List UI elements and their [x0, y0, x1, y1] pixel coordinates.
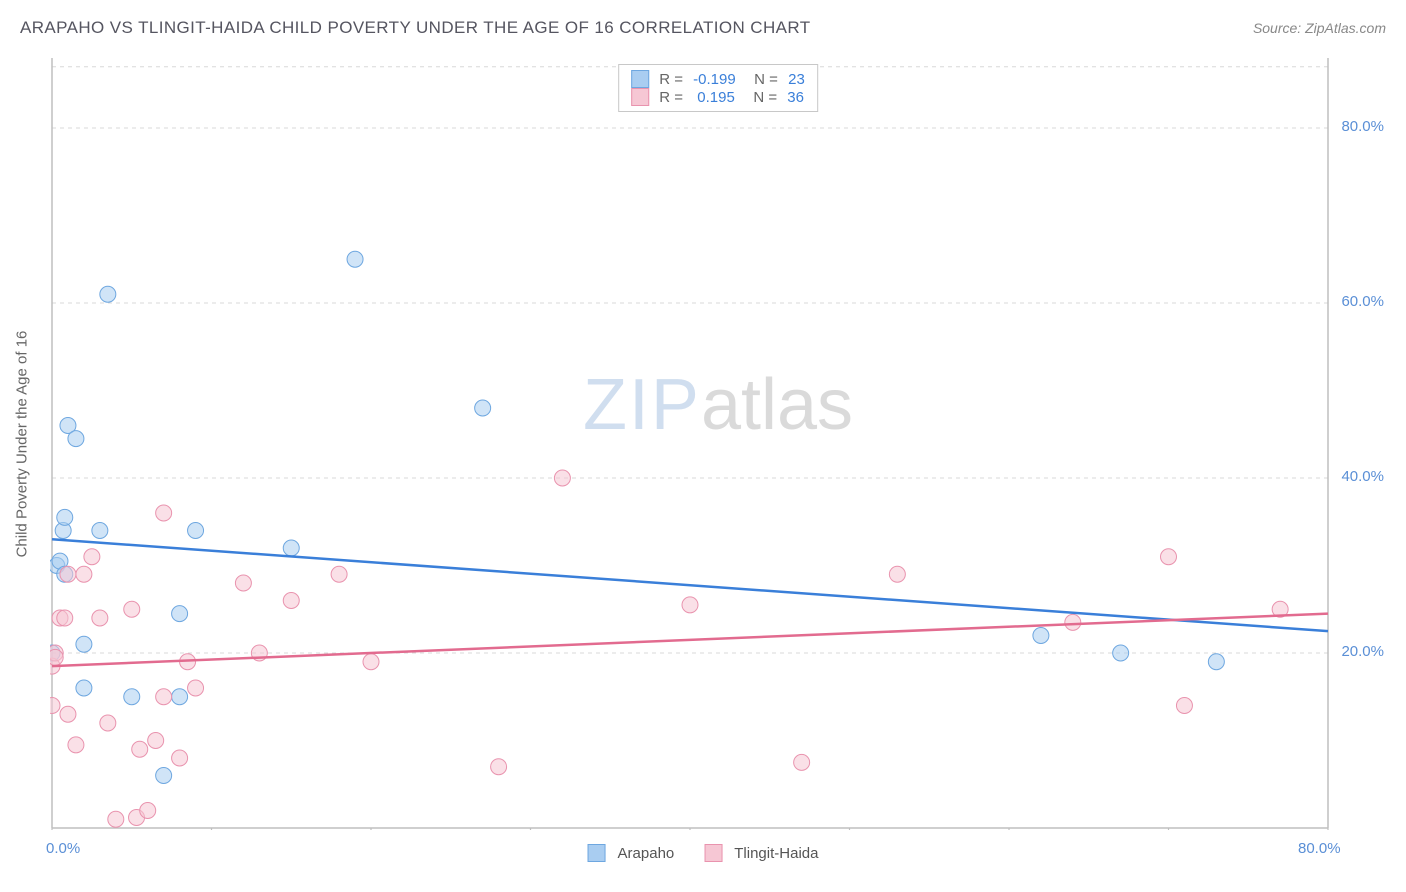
- legend-row: R = 0.195 N = 36: [631, 88, 805, 106]
- y-tick-label: 20.0%: [1341, 643, 1384, 660]
- legend-swatch: [704, 844, 722, 862]
- y-tick-label: 80.0%: [1341, 118, 1384, 135]
- legend-swatch: [588, 844, 606, 862]
- legend-n-value: 23: [788, 71, 805, 88]
- source-attribution: Source: ZipAtlas.com: [1253, 20, 1386, 36]
- series-legend-item: Tlingit-Haida: [704, 844, 818, 862]
- chart-area: Child Poverty Under the Age of 16 ZIPatl…: [50, 58, 1386, 830]
- legend-r-label: R =: [659, 89, 687, 106]
- correlation-legend: R = -0.199 N = 23R = 0.195 N = 36: [618, 64, 818, 112]
- x-tick-label: 80.0%: [1298, 840, 1341, 857]
- legend-r-value: 0.195: [693, 89, 735, 106]
- legend-n-value: 36: [787, 89, 804, 106]
- x-tick-label: 0.0%: [46, 840, 80, 857]
- series-name: Tlingit-Haida: [734, 845, 818, 862]
- legend-n-label: N =: [741, 89, 781, 106]
- legend-swatch: [631, 70, 649, 88]
- legend-row: R = -0.199 N = 23: [631, 70, 805, 88]
- y-tick-label: 40.0%: [1341, 468, 1384, 485]
- legend-swatch: [631, 88, 649, 106]
- y-tick-label: 60.0%: [1341, 293, 1384, 310]
- legend-n-label: N =: [742, 71, 782, 88]
- chart-title: ARAPAHO VS TLINGIT-HAIDA CHILD POVERTY U…: [20, 18, 811, 38]
- y-axis-label: Child Poverty Under the Age of 16: [14, 331, 31, 558]
- series-legend-item: Arapaho: [588, 844, 675, 862]
- scatter-plot: [50, 58, 1386, 830]
- legend-r-label: R =: [659, 71, 687, 88]
- series-name: Arapaho: [618, 845, 675, 862]
- legend-r-value: -0.199: [693, 71, 736, 88]
- series-legend: Arapaho Tlingit-Haida: [588, 844, 819, 862]
